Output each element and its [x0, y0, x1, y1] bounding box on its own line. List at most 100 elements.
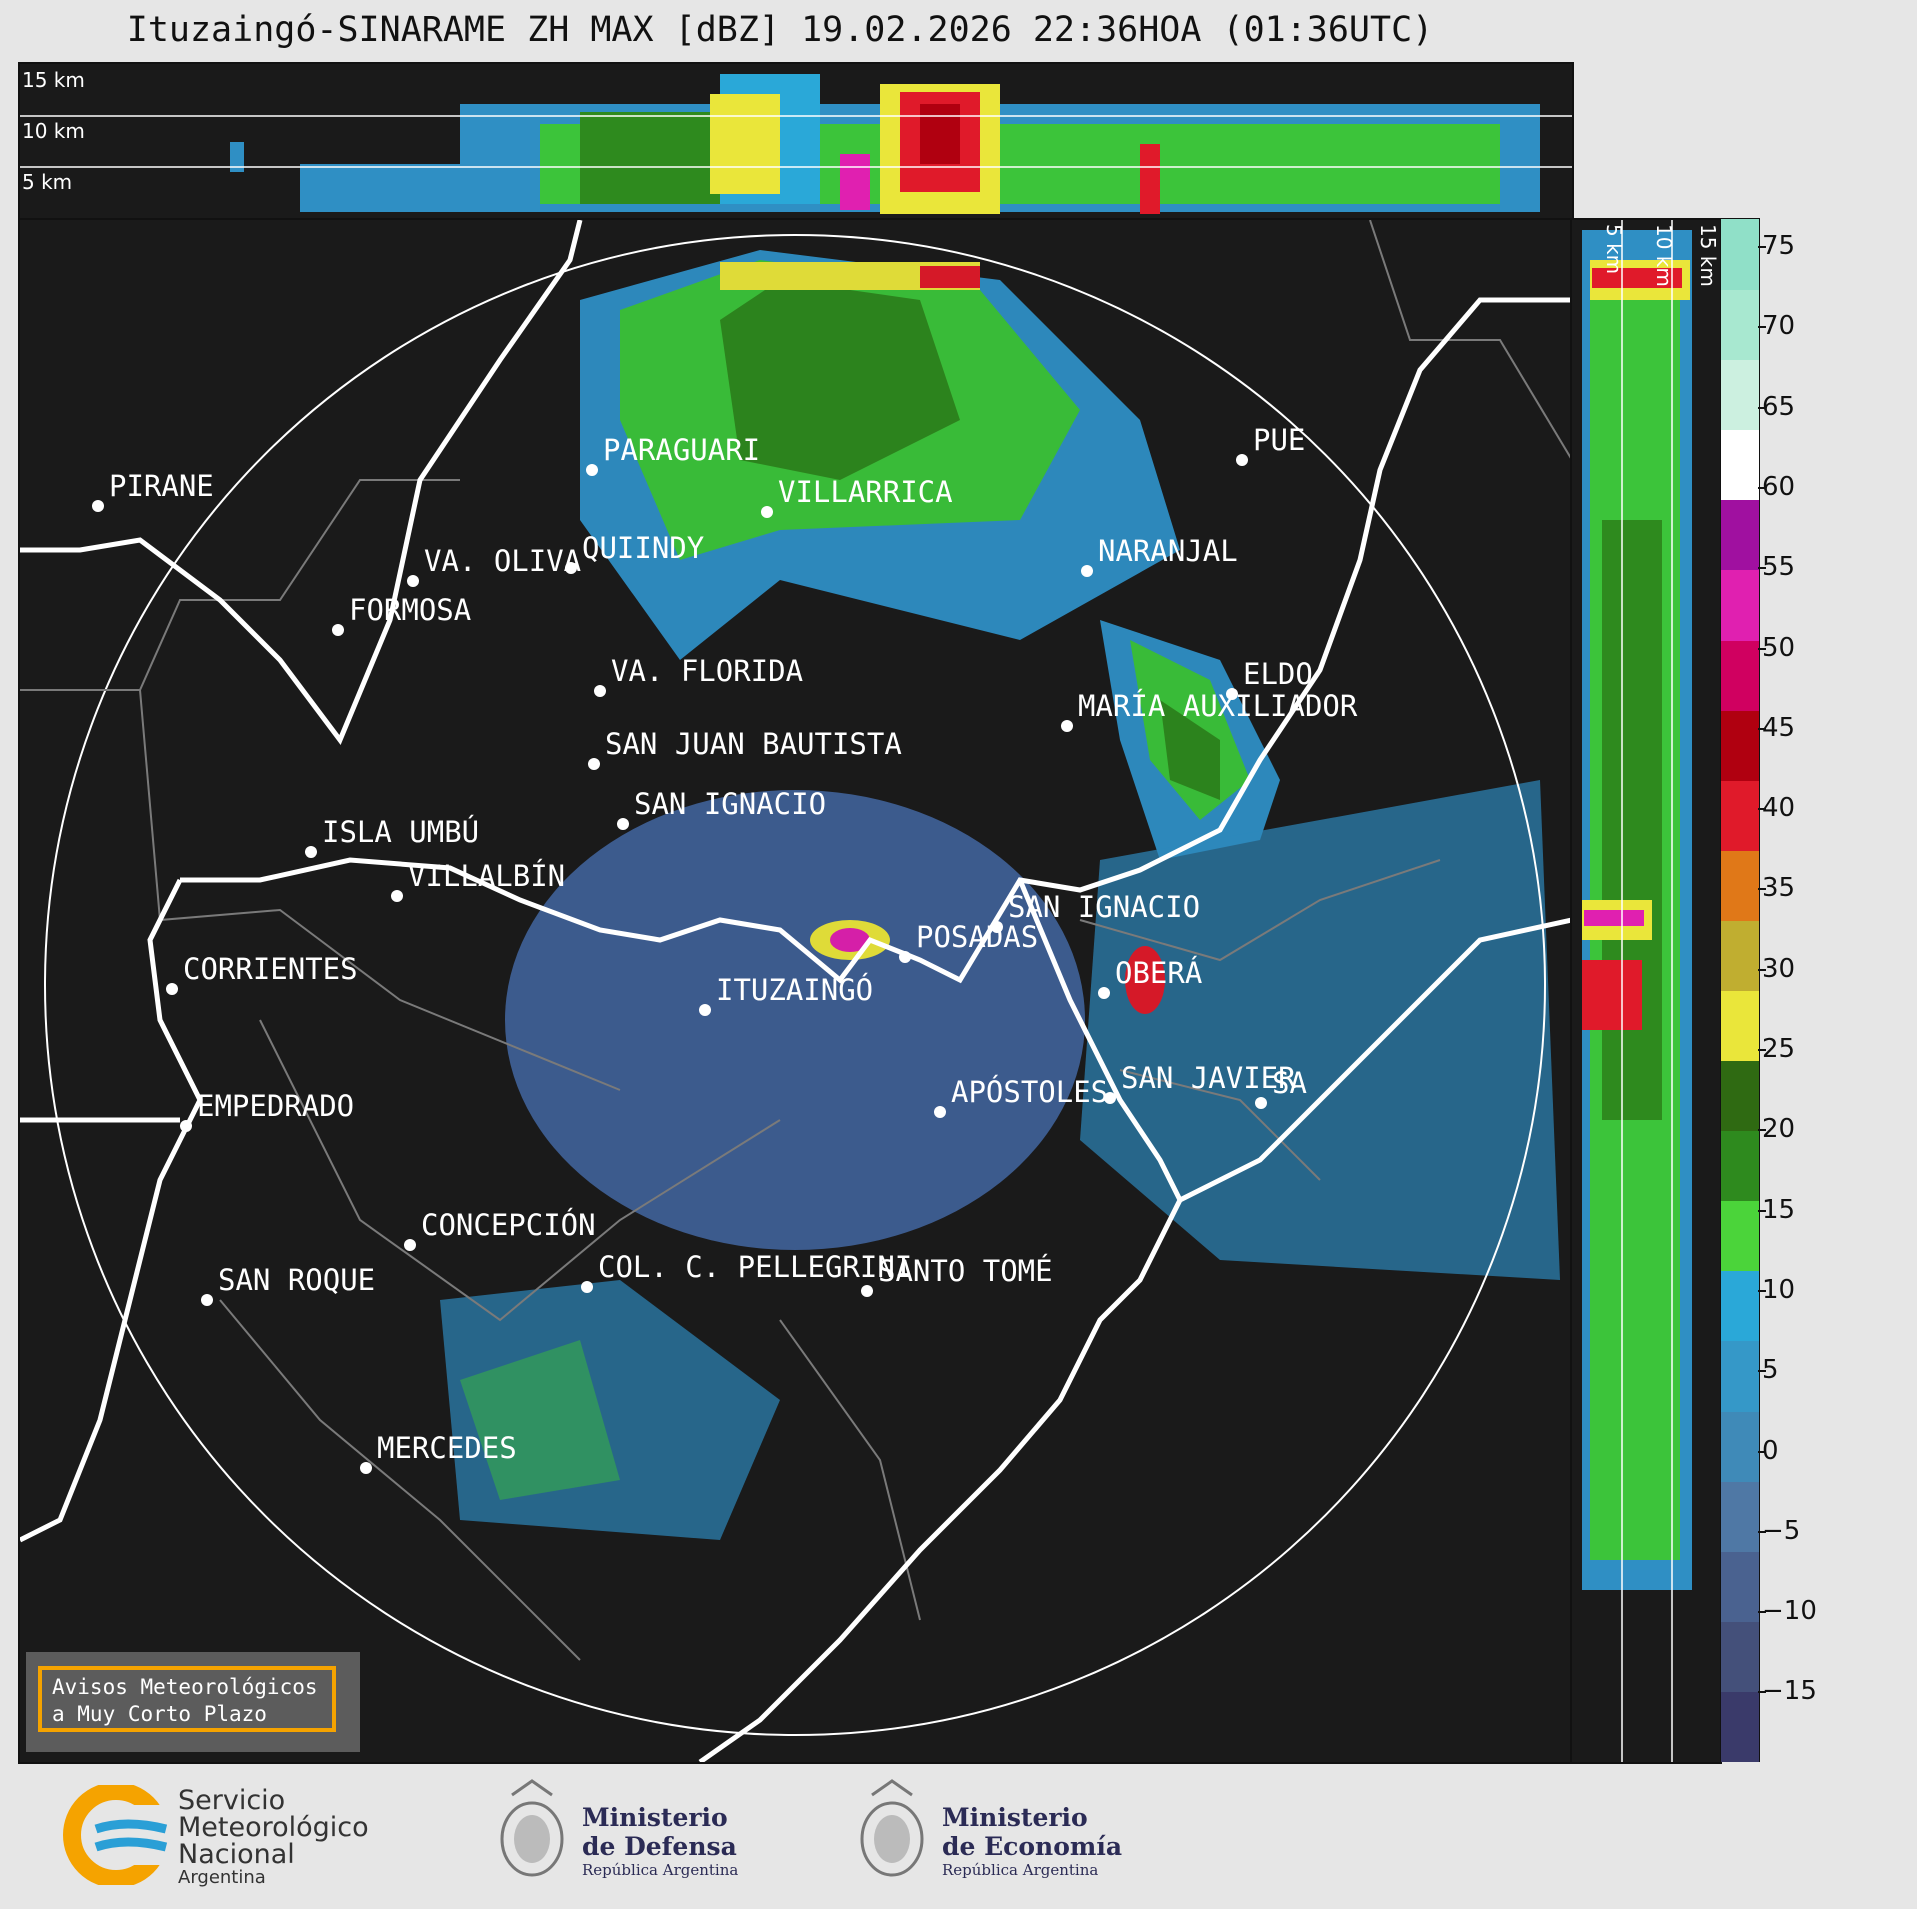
colorbar-segment [1721, 1130, 1759, 1202]
smn-line-3: Nacional [178, 1839, 295, 1870]
city-label: VILLARRICA [778, 475, 953, 509]
city-marker-icon [332, 624, 344, 636]
city-label: SAN IGNACIO [634, 787, 827, 821]
colorbar-tick-label: 25 [1762, 1034, 1796, 1064]
economia-seal-icon [860, 1779, 924, 1877]
colorbar-tick-mark [1758, 808, 1766, 811]
city-label: MARÍA AUXILIADOR [1078, 689, 1358, 723]
city-marker-icon [594, 685, 606, 697]
colorbar-tick-mark [1758, 888, 1766, 891]
city-marker-icon [305, 846, 317, 858]
city-label: PIRANE [109, 469, 214, 503]
city-marker-icon [699, 1004, 711, 1016]
city-label: QUIINDY [582, 531, 705, 565]
colorbar-tick-label: 60 [1762, 471, 1796, 502]
city-label: CORRIENTES [183, 952, 358, 986]
city-label: VA. FLORIDA [611, 654, 804, 688]
colorbar-tick-label: −15 [1762, 1676, 1817, 1707]
warning-box: Avisos Meteorológicos a Muy Corto Plazo [26, 1652, 360, 1752]
defensa-logo: Ministerio de Defensa República Argentin… [492, 1775, 792, 1895]
colorbar-segment [1721, 990, 1759, 1062]
colorbar-segment [1721, 1410, 1759, 1482]
colorbar-tick-label: 5 [1762, 1355, 1779, 1386]
colorbar-tick-label: 75 [1762, 231, 1796, 261]
colorbar-tick-mark [1758, 727, 1766, 730]
colorbar-segment [1721, 359, 1759, 431]
colorbar-segment [1721, 1200, 1759, 1272]
city-marker-icon [92, 500, 104, 512]
city-marker-icon [1104, 1092, 1116, 1104]
city-label: OBERÁ [1115, 956, 1203, 990]
colorbar-segment [1721, 919, 1759, 991]
colorbar-segment [1721, 1620, 1759, 1692]
city-label: COL. C. PELLEGRINI [598, 1250, 913, 1284]
echo-layer [440, 250, 1560, 1540]
height-label-15km-side: 15 km [1696, 224, 1720, 287]
city-marker-icon [404, 1239, 416, 1251]
colorbar-tick-label: 45 [1762, 712, 1796, 743]
side-echo-layer [1582, 220, 1692, 1762]
admin-borders [20, 220, 1572, 1661]
colorbar-tick-mark [1758, 326, 1766, 329]
city-label: PARAGUARI [603, 433, 761, 467]
height-label-5km: 5 km [22, 170, 73, 194]
colorbar-segment [1721, 779, 1759, 851]
height-label-5km-side: 5 km [1602, 224, 1626, 275]
colorbar-tick-label: 10 [1762, 1274, 1796, 1305]
city-label: NARANJAL [1098, 534, 1238, 568]
city-marker-icon [861, 1285, 873, 1297]
colorbar-tick-label: 50 [1762, 632, 1796, 663]
colorbar-tick-mark [1758, 486, 1766, 489]
colorbar-tick-label: 40 [1762, 793, 1796, 824]
smn-logo-mark [63, 1785, 176, 1885]
city-marker-icon [180, 1120, 192, 1132]
city-marker-icon [1236, 454, 1248, 466]
city-marker-icon [1081, 565, 1093, 577]
colorbar-tick-label: 55 [1762, 552, 1796, 583]
side-cross-section-panel: 5 km 10 km 15 km [1570, 218, 1722, 1764]
colorbar-segment [1721, 849, 1759, 921]
city-label: ITUZAINGÓ [716, 973, 874, 1007]
country-borders [20, 220, 1572, 1762]
top-cross-section-panel: 15 km 10 km 5 km [18, 62, 1574, 220]
city-label: ISLA UMBÚ [322, 815, 480, 849]
defensa-line-1: Ministerio [582, 1803, 728, 1832]
colorbar-segment [1721, 709, 1759, 781]
city-label: SANTO TOMÉ [878, 1254, 1053, 1288]
colorbar-segment [1721, 289, 1759, 361]
radar-map-panel: PIRANE PARAGUARI VILLARRICA QUIINDY VA. OLIV… [18, 218, 1574, 1764]
city-marker-icon [617, 818, 629, 830]
height-label-10km-side: 10 km [1652, 224, 1676, 287]
top-echo-layer [20, 74, 1572, 214]
city-marker-icon [761, 506, 773, 518]
colorbar-tick-mark [1758, 1289, 1766, 1292]
colorbar-tick-mark [1758, 1450, 1766, 1453]
city-marker-icon [934, 1106, 946, 1118]
range-ring [44, 234, 1546, 1736]
colorbar-segment [1721, 639, 1759, 711]
city-marker-icon [201, 1294, 213, 1306]
smn-line-4: Argentina [178, 1867, 266, 1888]
city-marker-icon [991, 921, 1003, 933]
economia-logo: Ministerio de Economía República Argenti… [852, 1775, 1152, 1895]
colorbar-segment [1721, 429, 1759, 501]
colorbar-tick-mark [1758, 1209, 1766, 1212]
city-label: PUE [1253, 423, 1306, 457]
city-label: ELDO [1243, 657, 1313, 691]
warning-box-frame: Avisos Meteorológicos a Muy Corto Plazo [38, 1666, 336, 1732]
city-marker-icon [899, 951, 911, 963]
warning-line-1: Avisos Meteorológicos [52, 1675, 318, 1699]
colorbar-tick-label: 0 [1762, 1435, 1779, 1466]
colorbar-tick-label: 35 [1762, 873, 1796, 904]
defensa-line-2: de Defensa [582, 1832, 737, 1861]
city-label: FORMOSA [349, 593, 472, 627]
economia-line-1: Ministerio [942, 1803, 1088, 1832]
colorbar-tick-label: 65 [1762, 391, 1796, 422]
city-label: POSADAS [916, 920, 1039, 954]
radar-map-svg [20, 220, 1572, 1762]
colorbar-tick-mark [1758, 567, 1766, 570]
colorbar-segment [1721, 1690, 1759, 1762]
warning-line-2: a Muy Corto Plazo [52, 1702, 267, 1726]
colorbar-segment [1721, 569, 1759, 641]
city-label: SAN ROQUE [218, 1263, 376, 1297]
